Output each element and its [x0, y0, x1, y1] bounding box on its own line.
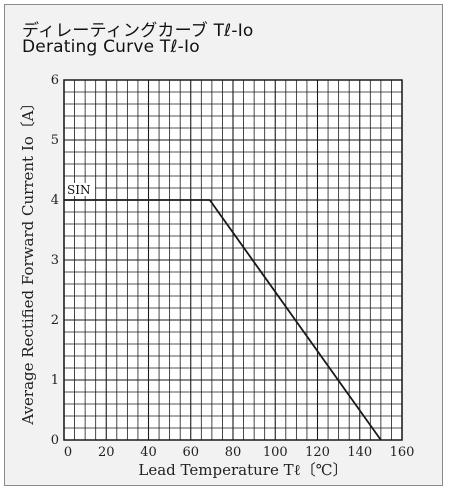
- series-label-background: [65, 183, 95, 196]
- chart-title-japanese: ディレーティングカーブ Tℓ-Io: [22, 21, 254, 41]
- y-axis-label: Average Rectified Forward Current Io〔A〕: [19, 95, 37, 425]
- series-label: SIN: [67, 183, 90, 197]
- x-tick-label: 140: [347, 445, 372, 460]
- x-tick-label: 100: [263, 445, 288, 460]
- y-tick-label: 6: [51, 73, 59, 88]
- series-line-sin: [64, 199, 382, 441]
- x-axis-label: Lead Temperature Tℓ〔℃〕: [138, 461, 347, 479]
- series-layer: SIN: [64, 183, 382, 441]
- y-tick-label: 1: [51, 373, 59, 388]
- y-tick-label: 4: [51, 193, 59, 208]
- chart-title-english: Derating Curve Tℓ-Io: [22, 37, 200, 57]
- y-tick-label: 0: [51, 433, 59, 448]
- x-tick-label: 20: [98, 445, 115, 460]
- y-tick-label: 2: [51, 313, 59, 328]
- plot-grid: [63, 79, 403, 441]
- x-tick-label: 0: [64, 445, 72, 460]
- x-tick-label: 60: [182, 445, 199, 460]
- x-tick-label: 40: [140, 445, 157, 460]
- x-tick-label: 80: [225, 445, 242, 460]
- x-tick-label: 160: [390, 445, 415, 460]
- tick-labels: 0 20 40 60 80 100 120 140 160 0 1 2 3 4 5 6: [51, 73, 415, 460]
- y-tick-label: 3: [51, 253, 59, 268]
- x-tick-label: 120: [305, 445, 330, 460]
- y-tick-label: 5: [51, 133, 59, 148]
- plot-border: [63, 79, 403, 441]
